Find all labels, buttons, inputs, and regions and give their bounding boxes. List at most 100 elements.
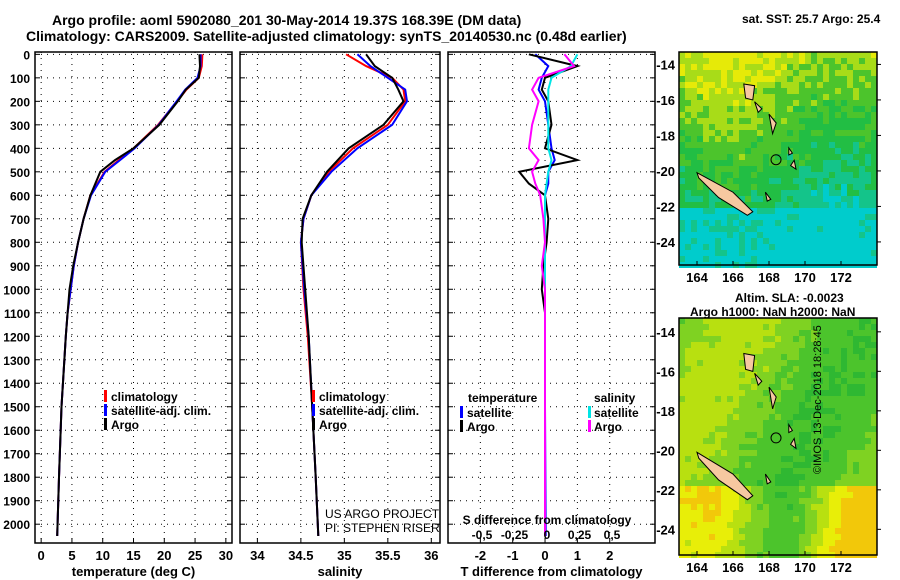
- map-cell: [841, 250, 847, 256]
- y-tick-label: 100: [10, 72, 30, 86]
- map-cell: [823, 130, 829, 136]
- map-cell: [793, 534, 799, 540]
- map-cell: [727, 148, 733, 154]
- map-cell: [847, 124, 853, 130]
- map-cell: [679, 360, 685, 366]
- map-cell: [709, 438, 715, 444]
- map-cell: [847, 214, 853, 220]
- map-cell: [829, 178, 835, 184]
- map-cell: [811, 540, 817, 546]
- map-cell: [727, 130, 733, 136]
- map-cell: [721, 432, 727, 438]
- map-cell: [853, 486, 859, 492]
- map-cell: [769, 360, 775, 366]
- map-cell: [745, 540, 751, 546]
- map-cell: [793, 178, 799, 184]
- map-cell: [769, 450, 775, 456]
- map-cell: [787, 390, 793, 396]
- map-cell: [709, 124, 715, 130]
- map-cell: [727, 534, 733, 540]
- map-cell: [763, 366, 769, 372]
- map-cell: [781, 232, 787, 238]
- map-cell: [757, 88, 763, 94]
- legend-swatch: [460, 406, 463, 418]
- map-cell: [787, 100, 793, 106]
- map-cell: [721, 354, 727, 360]
- map-cell: [799, 492, 805, 498]
- map-cell: [859, 226, 865, 232]
- map-cell: [817, 354, 823, 360]
- map-cell: [691, 82, 697, 88]
- map-cell: [835, 474, 841, 480]
- map-cell: [841, 202, 847, 208]
- map-cell: [811, 354, 817, 360]
- map-cell: [733, 414, 739, 420]
- map-cell: [733, 462, 739, 468]
- map-cell: [757, 136, 763, 142]
- map-cell: [787, 244, 793, 250]
- map-cell: [679, 384, 685, 390]
- map-cell: [709, 486, 715, 492]
- map-cell: [811, 384, 817, 390]
- map-cell: [835, 52, 841, 58]
- map-cell: [847, 336, 853, 342]
- map-cell: [703, 492, 709, 498]
- map-cell: [679, 408, 685, 414]
- map-cell: [805, 184, 811, 190]
- map-cell: [841, 232, 847, 238]
- map-cell: [829, 540, 835, 546]
- map-cell: [769, 318, 775, 324]
- map-cell: [763, 546, 769, 552]
- map-cell: [865, 546, 871, 552]
- map-cell: [823, 384, 829, 390]
- map-cell: [697, 462, 703, 468]
- map-cell: [829, 250, 835, 256]
- map-cell: [853, 172, 859, 178]
- map-cell: [787, 408, 793, 414]
- map-cell: [697, 396, 703, 402]
- map-cell: [709, 504, 715, 510]
- map-cell: [865, 324, 871, 330]
- map-cell: [817, 136, 823, 142]
- map-cell: [775, 324, 781, 330]
- lon-tick-label: 170: [794, 270, 816, 285]
- map-cell: [733, 52, 739, 58]
- map-cell: [739, 178, 745, 184]
- map-cell: [751, 256, 757, 262]
- map-cell: [805, 414, 811, 420]
- map-cell: [787, 360, 793, 366]
- map-cell: [841, 172, 847, 178]
- map-cell: [721, 390, 727, 396]
- map-cell: [847, 226, 853, 232]
- map-cell: [727, 366, 733, 372]
- map-cell: [835, 58, 841, 64]
- map-cell: [841, 462, 847, 468]
- map-cell: [781, 208, 787, 214]
- map-cell: [679, 336, 685, 342]
- map-cell: [739, 420, 745, 426]
- map-cell: [751, 118, 757, 124]
- map-cell: [781, 118, 787, 124]
- map-cell: [763, 94, 769, 100]
- map-cell: [751, 142, 757, 148]
- map-cell: [859, 438, 865, 444]
- map-cell: [703, 100, 709, 106]
- map-cell: [739, 534, 745, 540]
- map-cell: [847, 438, 853, 444]
- map-cell: [793, 318, 799, 324]
- map-cell: [775, 124, 781, 130]
- map-cell: [745, 226, 751, 232]
- map-cell: [709, 250, 715, 256]
- map-cell: [715, 348, 721, 354]
- map-cell: [733, 444, 739, 450]
- map-cell: [823, 64, 829, 70]
- map-cell: [775, 540, 781, 546]
- map-cell: [775, 534, 781, 540]
- map-cell: [835, 504, 841, 510]
- map-cell: [679, 414, 685, 420]
- map-cell: [709, 318, 715, 324]
- map-cell: [715, 336, 721, 342]
- map-cell: [823, 142, 829, 148]
- map-cell: [685, 510, 691, 516]
- map-cell: [811, 438, 817, 444]
